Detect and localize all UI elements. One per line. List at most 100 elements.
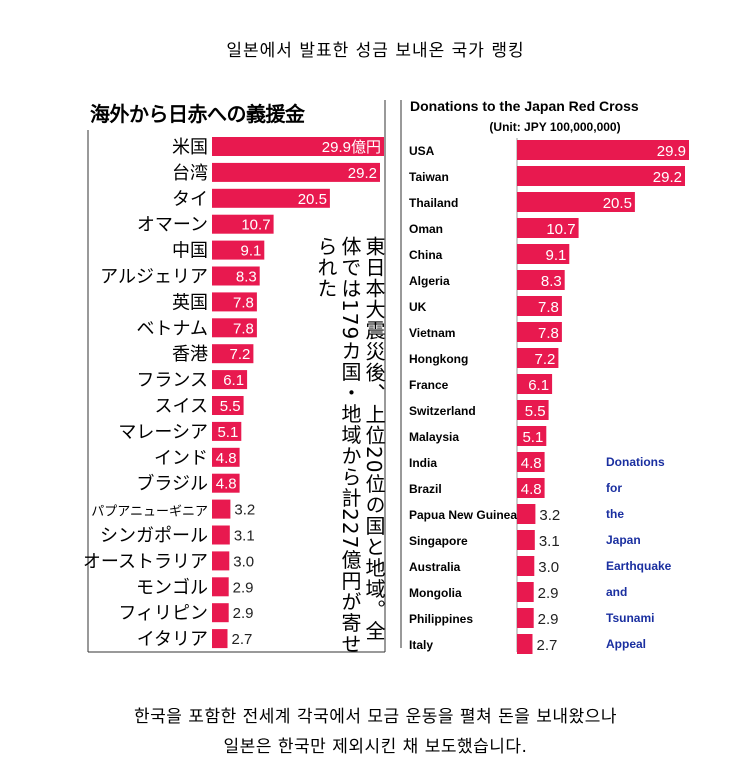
en-bar: [517, 530, 535, 550]
en-bar: [517, 218, 579, 238]
en-category-label: Switzerland: [409, 404, 476, 418]
jp-bar: [212, 344, 254, 364]
jp-bar: [212, 525, 230, 545]
jp-category-label: 英国: [172, 292, 208, 313]
en-value-label: 9.1: [545, 247, 566, 264]
jp-category-label: モンゴル: [136, 577, 208, 598]
en-bar: [517, 140, 689, 160]
en-value-label: 6.1: [528, 377, 549, 394]
en-category-label: France: [409, 378, 449, 392]
en-bar: [517, 478, 545, 498]
en-bar: [517, 322, 562, 342]
jp-value-label: 6.1: [223, 372, 244, 389]
jp-value-label: 5.1: [217, 424, 238, 441]
jp-value-label: 7.2: [230, 346, 251, 363]
jp-bar: [212, 214, 274, 234]
jp-value-label: 3.2: [234, 502, 255, 519]
en-value-label: 20.5: [603, 195, 632, 212]
jp-value-label: 10.7: [241, 217, 270, 234]
en-bar: [517, 192, 635, 212]
jp-value-label: 2.7: [232, 631, 253, 648]
bottom-caption-line2: 일본은 한국만 제외시킨 채 보도했습니다.: [223, 737, 528, 757]
en-value-label: 5.5: [525, 403, 546, 420]
jp-bar: [212, 188, 330, 208]
en-category-label: Brazil: [409, 482, 442, 496]
jp-category-label: フランス: [136, 370, 208, 391]
en-value-label: 3.0: [538, 559, 559, 576]
en-bar: [517, 244, 570, 264]
jp-value-label: 2.9: [233, 605, 254, 622]
appeal-line: Appeal: [606, 637, 647, 651]
jp-bar: [212, 577, 229, 597]
en-value-label: 7.2: [535, 351, 556, 368]
en-bar: [517, 270, 565, 290]
en-category-label: Italy: [409, 638, 433, 652]
en-category-label: India: [409, 456, 437, 470]
jp-category-label: インド: [154, 448, 208, 469]
en-category-label: Oman: [409, 222, 443, 236]
appeal-line: for: [606, 481, 622, 495]
jp-bar: [212, 266, 260, 286]
jp-category-label: フィリピン: [118, 603, 208, 624]
jp-value-label: 29.9億円: [322, 139, 381, 156]
en-bar: [517, 296, 562, 316]
jp-value-label: 9.1: [240, 243, 261, 260]
en-value-label: 5.1: [522, 429, 543, 446]
appeal-line: Japan: [606, 533, 641, 547]
jp-category-label: オーストラリア: [83, 551, 208, 572]
en-value-label: 2.7: [537, 637, 558, 654]
jp-value-label: 7.8: [233, 320, 254, 337]
jp-category-label: 米国: [172, 137, 208, 158]
en-value-label: 7.8: [538, 325, 559, 342]
jp-bar: [212, 551, 230, 571]
en-bar: [517, 374, 553, 394]
en-value-label: 2.9: [538, 611, 559, 628]
jp-category-label: ベトナム: [137, 318, 208, 339]
en-chart-unit: (Unit: JPY 100,000,000): [489, 120, 621, 134]
jp-value-label: 2.9: [233, 579, 254, 596]
jp-value-label: 20.5: [298, 191, 327, 208]
appeal-note: Donations for the Japan Earthquake and T…: [606, 452, 671, 660]
jp-bar: [212, 370, 248, 390]
en-category-label: Taiwan: [409, 170, 449, 184]
en-bar: [517, 348, 559, 368]
jp-category-label: 香港: [172, 344, 208, 365]
jp-category-label: パプアニューギニア: [91, 505, 208, 520]
jp-category-label: アルジェリア: [100, 267, 208, 288]
jp-chart-title: 海外から日赤への義援金: [90, 102, 305, 126]
appeal-line: Earthquake: [606, 559, 672, 573]
en-value-label: 3.1: [539, 533, 560, 550]
en-category-label: Algeria: [409, 274, 450, 288]
jp-bar: [212, 292, 257, 312]
en-value-label: 29.9: [657, 143, 686, 160]
jp-value-label: 5.5: [220, 398, 241, 415]
appeal-line: and: [606, 585, 628, 599]
en-bar: [517, 634, 533, 654]
jp-category-label: イタリア: [137, 629, 208, 650]
jp-bar: [212, 421, 242, 441]
appeal-line: the: [606, 507, 624, 521]
jp-category-label: オマーン: [137, 215, 208, 236]
en-category-label: Papua New Guinea: [409, 508, 517, 522]
jp-bar: [212, 629, 228, 649]
en-category-label: Singapore: [409, 534, 468, 548]
jp-value-label: 3.0: [233, 553, 254, 570]
en-category-label: Philippines: [409, 612, 473, 626]
en-value-label: 8.3: [541, 273, 562, 290]
jp-bar: [212, 137, 384, 156]
en-bar: [517, 556, 535, 576]
jp-value-label: 4.8: [216, 450, 237, 467]
en-bar: [517, 608, 534, 628]
en-bar: [517, 166, 685, 186]
jp-bar: [212, 499, 231, 519]
bottom-caption: 한국을 포함한 전세계 각국에서 모금 운동을 펼쳐 돈을 보내왔으나 일본은 …: [0, 702, 751, 762]
en-category-label: Malaysia: [409, 430, 459, 444]
jp-category-label: ブラジル: [136, 473, 208, 495]
jp-vertical-note: 東日本大震災後、上位20位の国と地域。全体では179カ国・地域から計227億円が…: [314, 236, 386, 655]
en-chart-title: Donations to the Japan Red Cross: [410, 98, 639, 114]
en-bar: [517, 426, 547, 446]
jp-bar: [212, 318, 257, 338]
en-value-label: 4.8: [521, 455, 542, 472]
